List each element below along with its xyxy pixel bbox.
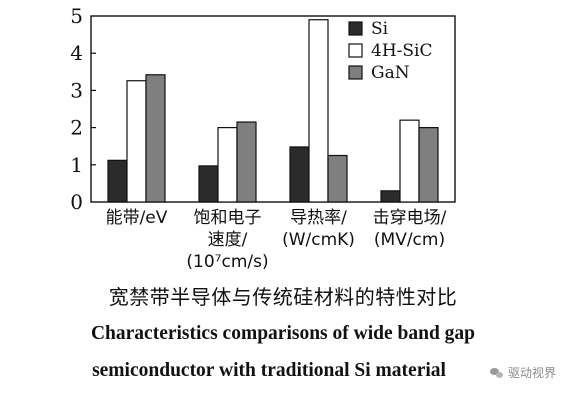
caption-english-line1: Characteristics comparisons of wide band… xyxy=(90,323,476,344)
y-tick-label: 1 xyxy=(70,153,83,177)
legend-label-4h-sic: 4H-SiC xyxy=(371,41,432,61)
bar-si xyxy=(380,190,401,203)
x-tick-label: 击穿电场/ xyxy=(373,208,447,228)
bar-gan xyxy=(236,121,257,203)
bar-si xyxy=(198,165,219,203)
legend-swatch-si xyxy=(348,21,363,36)
bar-gan xyxy=(327,154,348,203)
bar-4h-sic xyxy=(399,119,420,203)
x-tick-label: (10⁷cm/s) xyxy=(186,252,268,272)
y-tick-label: 2 xyxy=(70,116,83,140)
x-tick-label: (W/cmK) xyxy=(282,230,355,250)
bar-gan xyxy=(145,74,166,203)
legend-label-gan: GaN xyxy=(371,63,410,83)
plot-frame xyxy=(90,15,456,203)
bar-4h-sic xyxy=(126,80,147,203)
bars xyxy=(107,19,439,203)
x-tick-label: 饱和电子 xyxy=(194,208,262,228)
bar-si xyxy=(289,146,310,203)
bar-4h-sic xyxy=(308,19,329,203)
caption-chinese: 宽禁带半导体与传统硅材料的特性对比 xyxy=(108,285,458,309)
x-tick-label: 导热率/ xyxy=(290,208,347,228)
watermark-text: 驱动视界 xyxy=(507,366,556,380)
bar-gan xyxy=(418,126,439,203)
plot-area xyxy=(90,15,456,203)
bar-si xyxy=(107,159,128,203)
y-axis-ticks: 0 1 2 3 4 5 xyxy=(70,4,96,214)
y-tick-label: 4 xyxy=(70,41,83,65)
wechat-icon xyxy=(489,367,504,379)
caption-english-line2: semiconductor with traditional Si materi… xyxy=(92,360,446,381)
legend-swatch-gan xyxy=(348,65,363,80)
legend-label-si: Si xyxy=(371,19,389,39)
y-tick-label: 5 xyxy=(70,4,83,28)
watermark: 驱动视界 xyxy=(489,364,556,381)
y-tick-label: 0 xyxy=(70,190,83,214)
x-tick-label: 能带/eV xyxy=(106,208,168,228)
legend-swatch-4h-sic xyxy=(348,43,363,58)
bar-4h-sic xyxy=(217,126,238,203)
x-tick-label: (MV/cm) xyxy=(374,230,445,250)
y-tick-label: 3 xyxy=(70,78,83,102)
x-tick-label: 速度/ xyxy=(208,230,248,250)
